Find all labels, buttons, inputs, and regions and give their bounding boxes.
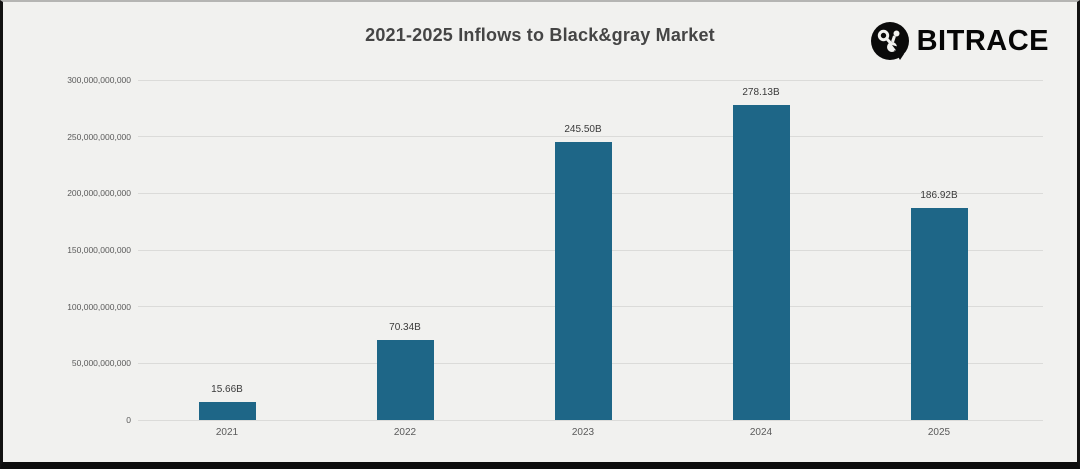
gridline <box>138 419 1043 421</box>
y-tick-label: 0 <box>126 415 131 425</box>
gridline <box>138 79 1043 81</box>
x-tick-label: 2021 <box>215 427 239 438</box>
bar-value-label: 70.34B <box>389 322 421 334</box>
brand-name: BITRACE <box>916 24 1049 57</box>
y-tick-label: 150,000,000,000 <box>67 245 131 255</box>
bar-value-label: 15.66B <box>211 384 243 396</box>
bar-2022 <box>376 340 434 420</box>
y-tick-label: 50,000,000,000 <box>71 358 131 369</box>
y-tick-label: 100,000,000,000 <box>67 301 131 312</box>
bar-value-label: 186.92B <box>920 190 958 202</box>
x-tick-label: 2023 <box>571 427 595 438</box>
bar-value-label: 278.13B <box>742 86 780 98</box>
bar-2021 <box>198 402 256 420</box>
bar-value-label: 245.50B <box>564 123 602 135</box>
brand-logo: BITRACE <box>870 21 1049 61</box>
y-tick-label: 250,000,000,000 <box>67 131 131 142</box>
x-axis: 2021 2022 2023 2024 2025 <box>138 427 1043 443</box>
bar-2023 <box>554 141 612 420</box>
y-tick-label: 300,000,000,000 <box>67 75 131 85</box>
plot-area: 15.66B 70.34B 245.50B 278.13B 186.92B <box>138 79 1043 421</box>
bar-2024 <box>732 104 790 420</box>
x-tick-label: 2025 <box>927 427 951 438</box>
chart-title: 2021-2025 Inflows to Black&gray Market <box>365 25 715 45</box>
bitrace-logo-icon <box>870 22 909 60</box>
x-tick-label: 2022 <box>393 427 417 438</box>
y-axis: 0 50,000,000,000 100,000,000,000 150,000,00… <box>3 75 131 425</box>
x-tick-label: 2024 <box>749 427 773 438</box>
gridline <box>138 136 1043 138</box>
y-tick-label: 200,000,000,000 <box>67 188 131 199</box>
bar-2025 <box>910 208 968 420</box>
